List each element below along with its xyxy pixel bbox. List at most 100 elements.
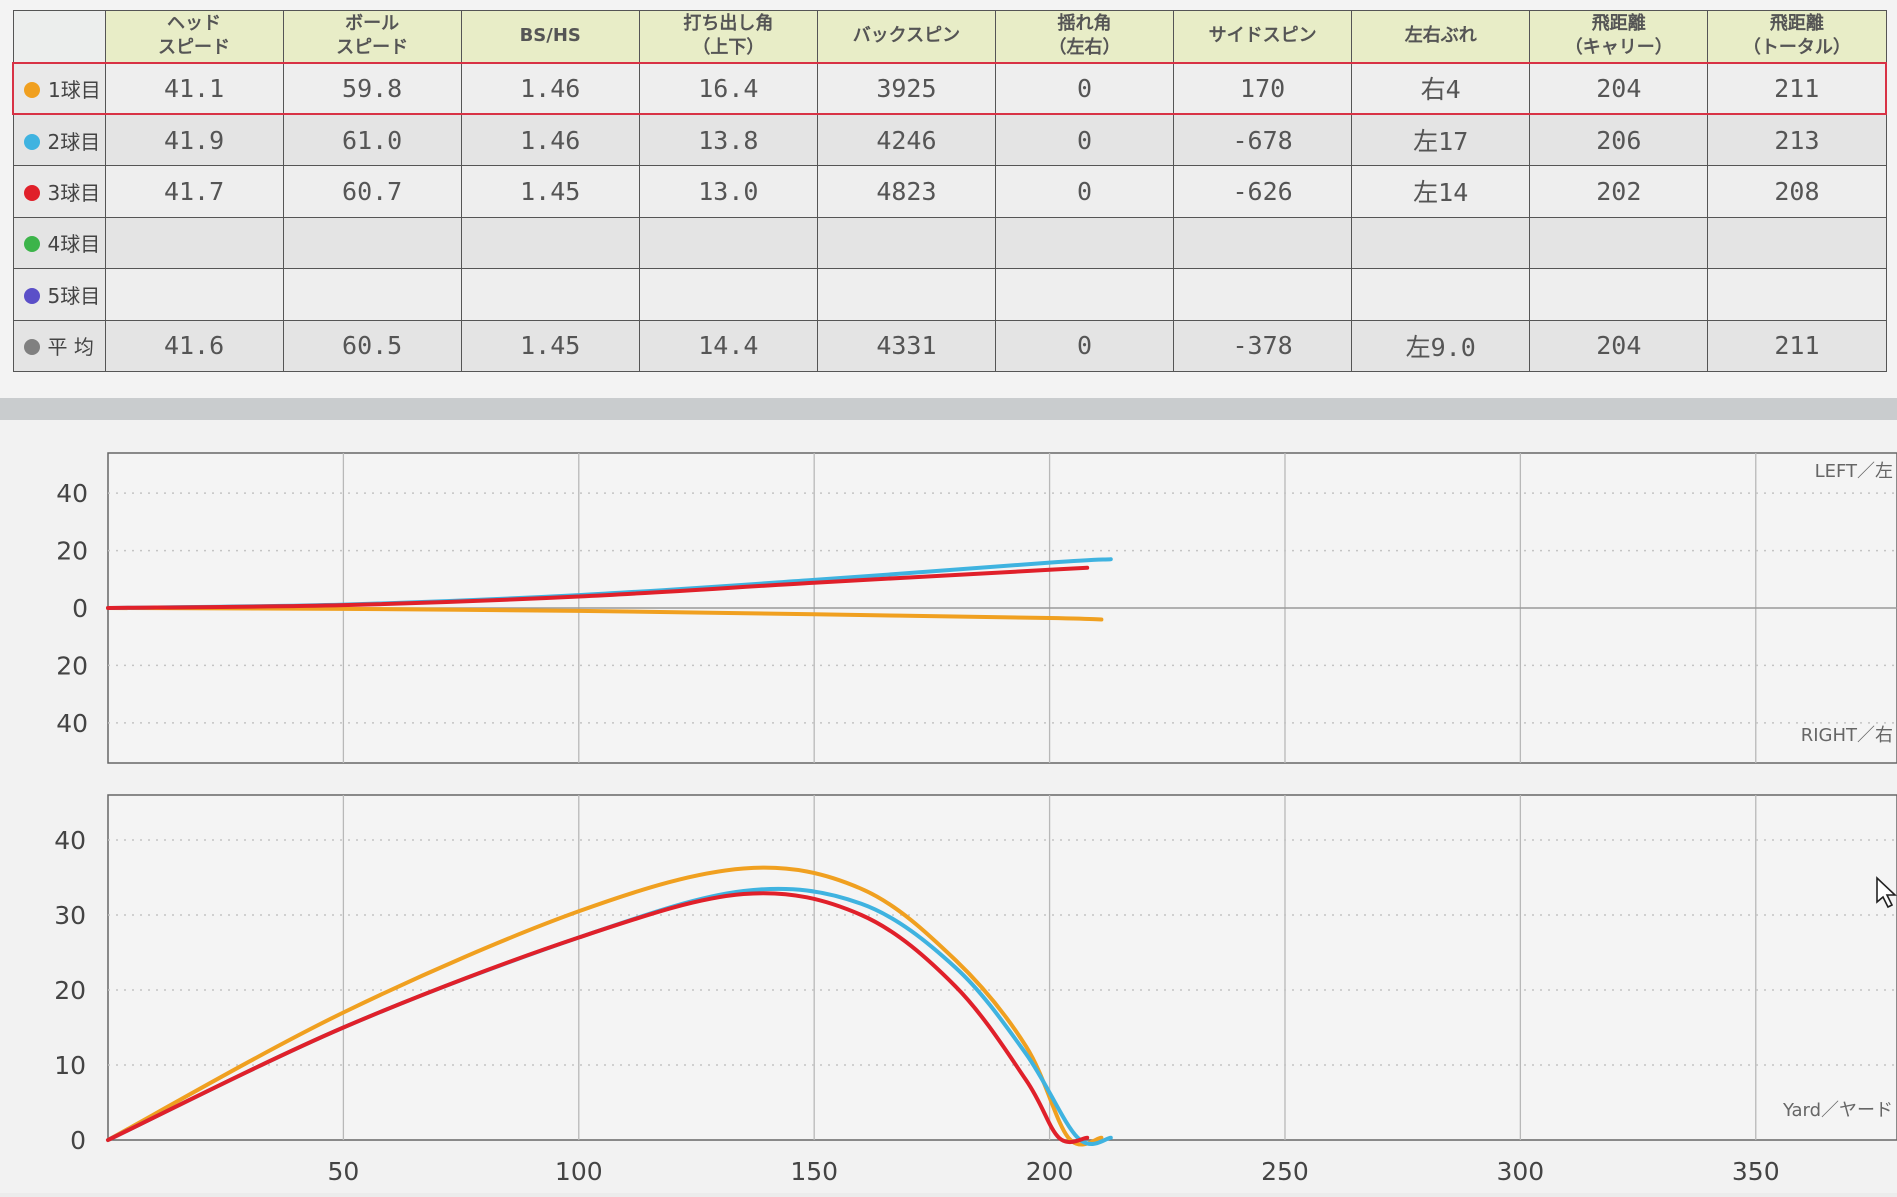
shot-color-dot-icon xyxy=(23,287,40,304)
header-side-angle: 揺れ角 （左右） xyxy=(994,10,1175,63)
y-tick-label: 20 xyxy=(56,537,88,566)
row-label: 4球目 xyxy=(47,232,101,257)
cell-ball-speed xyxy=(282,268,462,321)
row-label: 1球目 xyxy=(48,77,101,102)
cell-ball-speed: 59.8 xyxy=(282,61,462,115)
cell-total-distance: 211 xyxy=(1707,61,1888,115)
cell-sidespin: -678 xyxy=(1173,113,1353,166)
cell-head-speed: 41.7 xyxy=(104,165,284,218)
cell-lateral-deviation: 左9.0 xyxy=(1351,319,1531,372)
cell-total-distance: 208 xyxy=(1707,165,1887,218)
x-tick-label: 50 xyxy=(327,1157,359,1186)
row-label-cell: 1球目 xyxy=(12,61,106,115)
yard-axis-label: Yard／ヤード xyxy=(1782,1100,1893,1121)
header-lateral-deviation: 左右ぶれ xyxy=(1351,10,1531,63)
y-tick-label: 20 xyxy=(54,976,86,1005)
mouse-cursor-icon xyxy=(1876,876,1897,909)
cell-ball-speed: 60.7 xyxy=(282,165,462,218)
side-view-chart: 0 10 20 30 40 50 100 150 200 250 300 350 Yard／ヤード xyxy=(54,794,1897,1186)
trajectory-line xyxy=(106,606,1104,622)
cell-sidespin xyxy=(1173,268,1353,321)
header-row-label xyxy=(12,10,106,63)
cell-launch-angle: 16.4 xyxy=(638,61,818,115)
plot-area xyxy=(107,794,1897,1141)
cell-side-angle: 0 xyxy=(994,113,1175,166)
x-tick-label: 100 xyxy=(555,1157,603,1186)
cell-total-distance xyxy=(1707,216,1887,269)
row-label: 3球目 xyxy=(47,180,101,205)
cell-smash-factor: 1.46 xyxy=(460,113,640,166)
cell-lateral-deviation: 右4 xyxy=(1351,61,1531,115)
table-row[interactable]: 3球目 41.7 60.7 1.45 13.0 4823 0 -626 左14 202 208 xyxy=(12,165,1887,218)
cell-launch-angle: 14.4 xyxy=(638,319,818,372)
y-tick-label: 30 xyxy=(54,901,86,930)
y-tick-label: 40 xyxy=(54,826,86,855)
y-tick-label: 20 xyxy=(56,651,88,680)
table-body: 1球目 41.1 59.8 1.46 16.4 3925 0 170 右4 204 211 2球目 41… xyxy=(12,61,1888,372)
cell-carry-distance xyxy=(1529,216,1709,269)
top-view-chart: 40 20 0 20 40 LEFT／左 RIGHT／右 xyxy=(56,452,1897,764)
x-tick-label: 250 xyxy=(1261,1157,1309,1186)
cell-launch-angle: 13.8 xyxy=(638,113,818,166)
shot-color-dot-icon xyxy=(23,236,40,253)
table-header-row: ヘッド スピード ボール スピード BS/HS 打ち出し角 （上下） バックスピン 揺れ角… xyxy=(12,10,1887,63)
cell-smash-factor xyxy=(460,216,640,269)
cell-lateral-deviation xyxy=(1351,216,1531,269)
cell-lateral-deviation: 左14 xyxy=(1351,165,1531,218)
x-tick-label: 150 xyxy=(790,1157,838,1186)
table-row[interactable]: 5球目 xyxy=(12,268,1887,321)
cursor-arrow-icon xyxy=(1876,876,1897,909)
row-label-cell: 5球目 xyxy=(12,268,106,321)
cell-ball-speed xyxy=(282,216,462,269)
cell-sidespin: -378 xyxy=(1173,319,1353,372)
cell-smash-factor: 1.45 xyxy=(460,165,640,218)
trajectory-line xyxy=(106,565,1090,610)
cell-side-angle: 0 xyxy=(994,165,1175,218)
cell-launch-angle xyxy=(638,216,818,269)
cell-backspin: 4331 xyxy=(816,319,996,372)
cell-smash-factor: 1.45 xyxy=(460,319,640,372)
table-row[interactable]: 2球目 41.9 61.0 1.46 13.8 4246 0 -678 左17 206 213 xyxy=(12,113,1887,166)
x-tick-label: 350 xyxy=(1732,1157,1780,1186)
header-smash-factor: BS/HS xyxy=(460,10,640,63)
row-label: 平 均 xyxy=(47,335,94,360)
cell-sidespin: 170 xyxy=(1173,61,1353,115)
left-side-label: LEFT／左 xyxy=(1815,461,1893,482)
cell-launch-angle xyxy=(638,268,818,321)
header-total-distance: 飛距離 （トータル） xyxy=(1707,10,1887,63)
cell-head-speed xyxy=(104,216,284,269)
cell-total-distance: 211 xyxy=(1707,319,1887,372)
shot-color-dot-icon xyxy=(23,133,40,150)
trajectory-line xyxy=(106,891,1090,1145)
shot-color-dot-icon xyxy=(23,339,40,356)
cell-side-angle xyxy=(994,216,1175,269)
header-head-speed: ヘッド スピード xyxy=(104,10,284,63)
cell-total-distance: 213 xyxy=(1707,113,1887,166)
cell-backspin: 4823 xyxy=(816,165,996,218)
cell-ball-speed: 61.0 xyxy=(282,113,462,166)
header-sidespin: サイドスピン xyxy=(1173,10,1353,63)
header-backspin: バックスピン xyxy=(816,10,996,63)
row-label: 2球目 xyxy=(47,129,101,154)
row-label-cell: 3球目 xyxy=(12,165,106,218)
cell-sidespin: -626 xyxy=(1173,165,1353,218)
x-tick-label: 200 xyxy=(1026,1157,1074,1186)
y-tick-label: 40 xyxy=(56,709,88,738)
cell-sidespin xyxy=(1173,216,1353,269)
cell-smash-factor xyxy=(460,268,640,321)
header-launch-angle: 打ち出し角 （上下） xyxy=(638,10,818,63)
cell-carry-distance: 204 xyxy=(1529,61,1709,115)
cell-carry-distance: 204 xyxy=(1529,319,1709,372)
table-row[interactable]: 4球目 xyxy=(12,216,1887,269)
table-row[interactable]: 1球目 41.1 59.8 1.46 16.4 3925 0 170 右4 204 211 xyxy=(12,61,1888,115)
cell-total-distance xyxy=(1707,268,1887,321)
y-tick-label: 0 xyxy=(72,594,88,623)
trajectory-charts-panel: 40 20 0 20 40 LEFT／左 RIGHT／右 0 10 20 30 40 50 100 150… xyxy=(0,420,1897,1193)
y-tick-label: 10 xyxy=(54,1051,86,1080)
shot-color-dot-icon xyxy=(24,81,40,98)
cell-carry-distance: 202 xyxy=(1529,165,1709,218)
cell-smash-factor: 1.46 xyxy=(460,61,640,115)
cell-backspin: 4246 xyxy=(816,113,996,166)
table-row[interactable]: 平 均 41.6 60.5 1.45 14.4 4331 0 -378 左9.0 204 211 xyxy=(12,319,1887,372)
